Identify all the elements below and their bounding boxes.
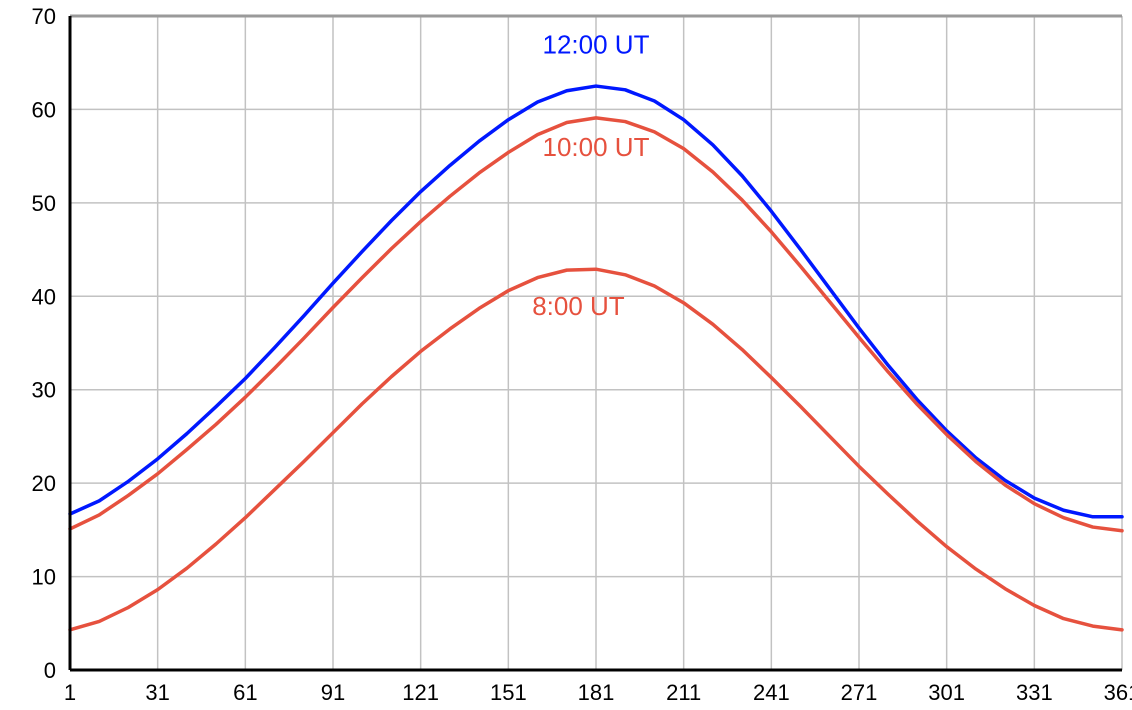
y-tick-label: 20 <box>32 471 56 496</box>
x-tick-label: 1 <box>64 680 76 705</box>
series-label-ut10: 10:00 UT <box>543 132 650 162</box>
x-tick-label: 121 <box>402 680 439 705</box>
x-tick-label: 301 <box>928 680 965 705</box>
x-tick-label: 361 <box>1104 680 1132 705</box>
series-label-ut12: 12:00 UT <box>543 29 650 59</box>
y-tick-label: 50 <box>32 191 56 216</box>
x-tick-label: 241 <box>753 680 790 705</box>
y-tick-label: 30 <box>32 378 56 403</box>
chart-container: 1 31 61 91 121 151 181 211 241 271 301 331 361 0 10 20 3… <box>0 0 1132 710</box>
x-tick-label: 31 <box>145 680 169 705</box>
x-tick-label: 271 <box>841 680 878 705</box>
x-tick-label: 211 <box>666 680 701 705</box>
x-tick-label: 331 <box>1016 680 1053 705</box>
y-tick-label: 70 <box>32 4 56 29</box>
x-tick-label: 91 <box>321 680 345 705</box>
y-tick-label: 0 <box>44 658 56 683</box>
x-tick-label: 151 <box>490 680 527 705</box>
series-label-ut8: 8:00 UT <box>532 291 625 321</box>
line-chart: 1 31 61 91 121 151 181 211 241 271 301 331 361 0 10 20 3… <box>0 0 1132 710</box>
x-tick-label: 181 <box>578 680 615 705</box>
y-tick-label: 60 <box>32 97 56 122</box>
y-tick-label: 10 <box>32 565 56 590</box>
y-tick-label: 40 <box>32 284 56 309</box>
x-tick-label: 61 <box>233 680 257 705</box>
